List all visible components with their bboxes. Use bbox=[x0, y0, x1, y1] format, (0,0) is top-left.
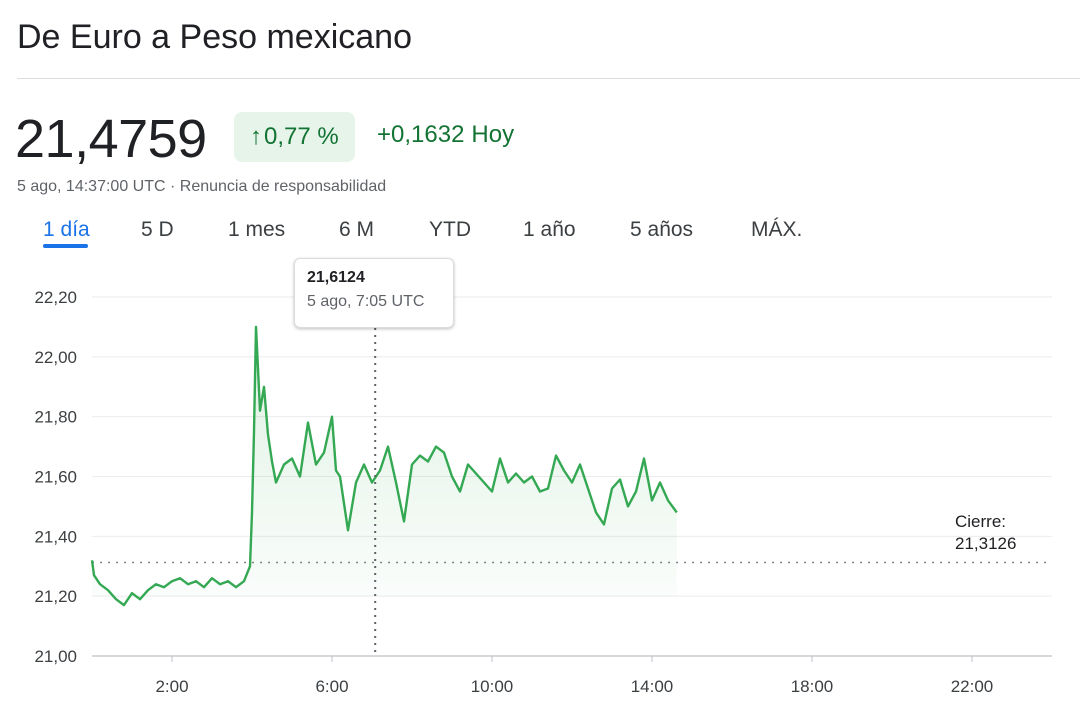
tab-6-months[interactable]: 6 M bbox=[339, 218, 375, 241]
current-price: 21,4759 bbox=[15, 109, 207, 169]
y-tick-label: 21,20 bbox=[34, 587, 77, 606]
x-axis-ticks: 2:00 6:00 10:00 14:00 18:00 22:00 bbox=[155, 656, 993, 696]
header-divider bbox=[17, 78, 1080, 79]
x-tick-label: 22:00 bbox=[951, 677, 994, 696]
x-tick-label: 18:00 bbox=[791, 677, 834, 696]
hover-tooltip: 21,6124 5 ago, 7:05 UTC bbox=[294, 258, 454, 328]
quote-timestamp: 5 ago, 14:37:00 UTC bbox=[17, 178, 166, 195]
tooltip-value: 21,6124 bbox=[307, 269, 365, 286]
quote-meta: 5 ago, 14:37:00 UTC · Renuncia de respon… bbox=[17, 178, 386, 196]
price-chart[interactable]: 21,00 21,20 21,40 21,60 21,80 22,00 22,20 2:00… bbox=[0, 250, 1080, 710]
close-label-text: Cierre: bbox=[955, 512, 1007, 531]
change-percent-badge: ↑0,77 % bbox=[234, 112, 355, 162]
chart-grid bbox=[92, 296, 1052, 657]
y-tick-label: 21,80 bbox=[34, 408, 77, 427]
range-tabs: 1 día 5 D 1 mes 6 M YTD 1 año 5 años MÁX… bbox=[0, 218, 1080, 258]
tab-1-month[interactable]: 1 mes bbox=[228, 218, 286, 241]
disclaimer-link[interactable]: Renuncia de responsabilidad bbox=[179, 178, 387, 195]
price-area bbox=[92, 326, 677, 606]
x-tick-label: 14:00 bbox=[631, 677, 674, 696]
x-tick-label: 6:00 bbox=[315, 677, 348, 696]
close-label-value: 21,3126 bbox=[955, 534, 1017, 553]
y-tick-label: 21,60 bbox=[34, 468, 77, 487]
y-tick-label: 21,00 bbox=[34, 647, 77, 666]
y-tick-label: 21,40 bbox=[34, 527, 77, 546]
change-amount: +0,1632 bbox=[377, 121, 465, 148]
arrow-up-icon: ↑ bbox=[250, 123, 262, 150]
x-tick-label: 2:00 bbox=[155, 677, 188, 696]
previous-close-label: Cierre: 21,3126 bbox=[955, 511, 1016, 555]
change-period: Hoy bbox=[471, 121, 515, 148]
price-line bbox=[90, 325, 678, 607]
change-percent-value: 0,77 % bbox=[264, 123, 339, 150]
y-tick-label: 22,00 bbox=[34, 348, 77, 367]
change-value: +0,1632 Hoy bbox=[377, 121, 514, 149]
tab-5-days[interactable]: 5 D bbox=[141, 218, 174, 241]
tab-1-day[interactable]: 1 día bbox=[43, 218, 90, 241]
page-title: De Euro a Peso mexicano bbox=[17, 18, 412, 56]
meta-separator: · bbox=[165, 178, 180, 195]
tab-ytd[interactable]: YTD bbox=[429, 218, 471, 241]
x-tick-label: 10:00 bbox=[471, 677, 514, 696]
tab-5-years[interactable]: 5 años bbox=[630, 218, 694, 241]
tooltip-time: 5 ago, 7:05 UTC bbox=[307, 293, 425, 310]
active-tab-indicator bbox=[43, 244, 88, 248]
tab-1-year[interactable]: 1 año bbox=[523, 218, 576, 241]
y-tick-label: 22,20 bbox=[34, 288, 77, 307]
tab-max[interactable]: MÁX. bbox=[751, 218, 803, 241]
y-axis-ticks: 21,00 21,20 21,40 21,60 21,80 22,00 22,20 bbox=[34, 288, 77, 666]
